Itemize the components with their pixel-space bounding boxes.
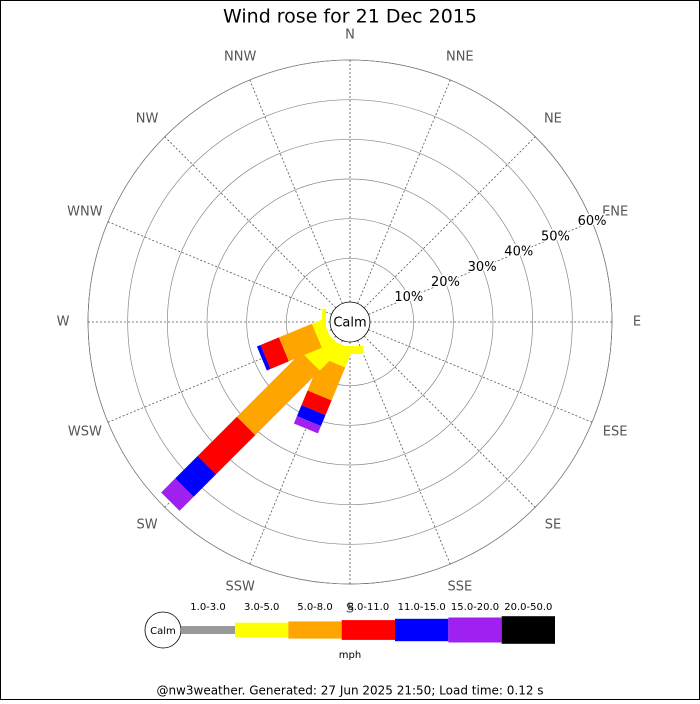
legend-label: 11.0-15.0	[398, 602, 446, 613]
grid-ring	[206, 178, 494, 466]
spoke	[164, 136, 337, 309]
direction-label: NNE	[446, 49, 474, 64]
direction-label: SSE	[447, 580, 472, 595]
legend-label: 20.0-50.0	[504, 602, 552, 613]
legend-label: 15.0-20.0	[451, 602, 499, 613]
bar-segment	[278, 323, 322, 362]
r-tick-label: 60%	[578, 214, 607, 229]
spoke	[363, 335, 536, 508]
legend-swatch	[501, 616, 555, 644]
legend-swatch	[448, 617, 502, 643]
bar-segment	[296, 405, 326, 427]
legend-swatch	[341, 620, 395, 640]
spoke	[107, 221, 332, 315]
direction-label: SW	[137, 517, 158, 532]
legend-swatch	[288, 621, 342, 639]
legend-swatch	[395, 618, 449, 642]
direction-label: E	[633, 315, 641, 330]
spoke	[357, 79, 451, 304]
chart-title: Wind rose for 21 Dec 2015	[223, 6, 477, 28]
calm-circle	[329, 301, 371, 343]
r-tick-label: 10%	[394, 290, 423, 305]
direction-label: WNW	[67, 205, 103, 220]
direction-label: ESE	[603, 424, 628, 439]
spoke	[357, 340, 451, 565]
direction-label: ENE	[602, 205, 628, 220]
direction-label: SSW	[225, 580, 255, 595]
direction-label: NE	[544, 112, 562, 127]
direction-label: WSW	[68, 424, 102, 439]
bar-segment	[236, 352, 320, 436]
direction-label: NW	[136, 112, 159, 127]
footer: @nw3weather. Generated: 27 Jun 2025 21:5…	[156, 684, 543, 698]
spoke	[249, 79, 343, 304]
direction-label: NNW	[224, 49, 256, 64]
legend-swatch	[235, 622, 289, 638]
legend-label: 8.0-11.0	[347, 602, 389, 613]
legend-unit: mph	[339, 650, 361, 661]
direction-label: W	[57, 315, 70, 330]
r-tick-label: 30%	[468, 260, 497, 275]
legend-calm-label: Calm	[150, 626, 176, 637]
r-tick-label: 40%	[504, 245, 533, 260]
bar-segment	[293, 416, 321, 434]
bar-segment	[197, 416, 256, 475]
direction-label: N	[345, 28, 355, 43]
legend-label: 3.0-5.0	[244, 602, 279, 613]
spoke	[368, 221, 593, 315]
spoke	[363, 136, 536, 309]
direction-label: SE	[545, 517, 561, 532]
bar-segment	[307, 357, 346, 401]
grid-ring	[246, 218, 454, 426]
bar-segment	[260, 337, 289, 370]
grid-ring	[127, 99, 573, 545]
spoke	[368, 329, 593, 423]
calm-label: Calm	[333, 316, 366, 331]
bar-segment	[175, 455, 217, 497]
direction-label: S	[346, 602, 354, 617]
r-tick-label: 50%	[541, 229, 570, 244]
legend-label: 1.0-3.0	[190, 602, 225, 613]
legend-label: 5.0-8.0	[297, 602, 332, 613]
bar-segment	[301, 390, 332, 416]
bar-segment	[161, 478, 194, 511]
bar-segment	[256, 344, 271, 371]
legend-swatch	[181, 626, 235, 634]
grid-ring	[166, 138, 534, 506]
r-tick-label: 20%	[431, 275, 460, 290]
grid-ring	[285, 257, 415, 387]
